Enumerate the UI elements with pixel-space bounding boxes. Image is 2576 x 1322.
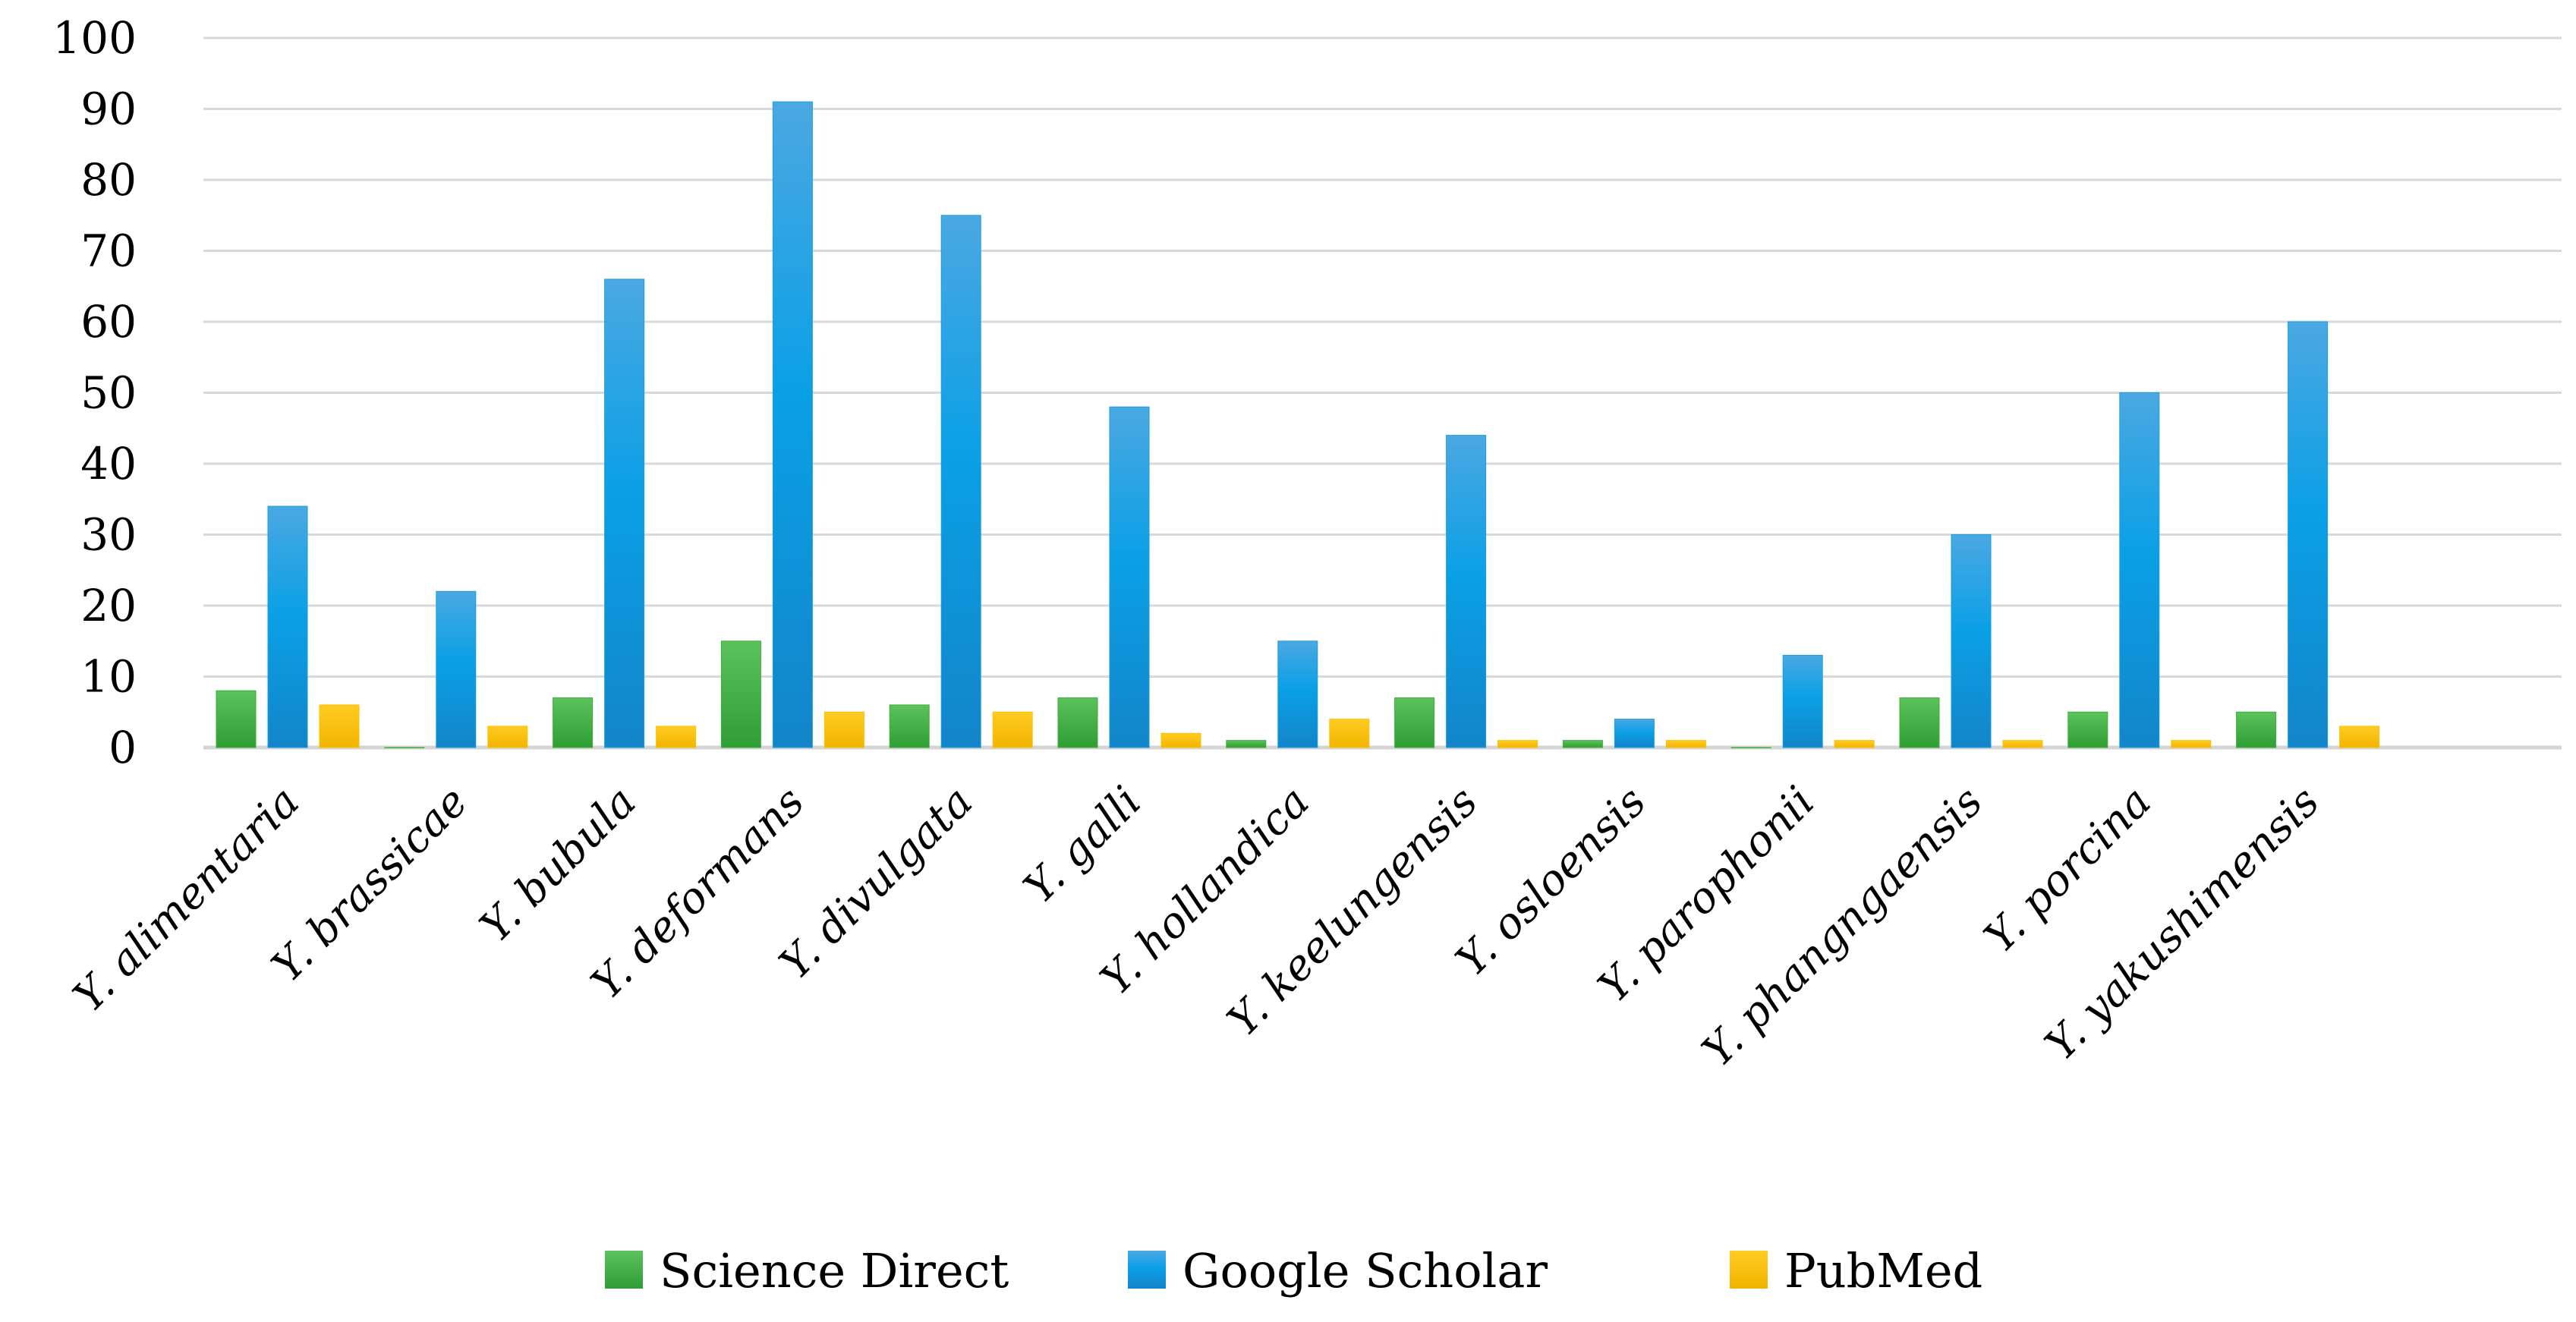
bar-google-scholar-y-bubula [604, 279, 645, 748]
y-tick-label: 40 [80, 438, 137, 489]
bar-science-direct-y-yakushimensis [2236, 711, 2277, 748]
y-tick-label: 30 [80, 509, 137, 561]
bar-pubmed-y-phangngaensis [2002, 740, 2043, 748]
bar-science-direct-y-bubula [553, 697, 594, 748]
bar-pubmed-y-osloensis [1665, 740, 1706, 748]
bar-google-scholar-y-hollandica [1277, 641, 1318, 748]
y-tick-label: 20 [80, 580, 137, 631]
x-tick-label: Y. bubula [471, 777, 645, 952]
y-tick-label: 50 [80, 367, 137, 419]
legend: Science Direct Google Scholar PubMed [605, 1243, 1982, 1298]
bar-pubmed-y-alimentaria [319, 704, 360, 748]
bar-science-direct-y-deformans [720, 641, 761, 748]
bar-google-scholar-y-deformans [772, 101, 813, 748]
gridlines [203, 36, 2562, 750]
bar-google-scholar-y-phangngaensis [1951, 534, 1992, 748]
bar-google-scholar-y-alimentaria [267, 505, 308, 748]
x-tick-label: Y. phangngaensis [1693, 777, 1992, 1076]
bar-science-direct-y-hollandica [1226, 740, 1267, 748]
bar-science-direct-y-divulgata [889, 704, 930, 748]
bar-google-scholar-y-parophonii [1782, 654, 1823, 748]
bar-google-scholar-y-yakushimensis [2288, 321, 2329, 748]
bar-google-scholar-y-osloensis [1614, 719, 1655, 748]
y-axis-ticks: 0 10 20 30 40 50 60 70 80 90 100 [52, 12, 137, 773]
y-tick-label: 90 [80, 83, 137, 135]
y-tick-label: 80 [80, 154, 137, 206]
y-tick-label: 70 [80, 225, 137, 277]
x-tick-label: Y. porcina [1975, 777, 2160, 962]
legend-label-pubmed: PubMed [1784, 1243, 1982, 1298]
x-tick-label: Y. yakushimensis [2036, 777, 2329, 1070]
bar-pubmed-y-deformans [824, 711, 864, 748]
bar-science-direct-y-phangngaensis [1899, 697, 1940, 748]
bar-pubmed-y-parophonii [1834, 740, 1875, 748]
bar-pubmed-y-galli [1160, 732, 1201, 748]
bar-pubmed-y-bubula [656, 726, 697, 748]
y-tick-label: 100 [52, 12, 137, 64]
bar-pubmed-y-hollandica [1329, 719, 1370, 748]
bar-pubmed-y-brassicae [487, 726, 528, 748]
bar-pubmed-y-yakushimensis [2339, 726, 2380, 748]
legend-label-google-scholar: Google Scholar [1183, 1243, 1548, 1298]
bar-google-scholar-y-divulgata [940, 215, 981, 748]
legend-label-science-direct: Science Direct [660, 1243, 1009, 1298]
bar-science-direct-y-porcina [2067, 711, 2108, 748]
bar-google-scholar-y-brassicae [436, 590, 477, 748]
x-tick-label: Y. alimentaria [65, 777, 309, 1021]
bar-pubmed-y-keelungensis [1497, 740, 1538, 748]
bar-google-scholar-y-keelungensis [1446, 435, 1487, 748]
bar-science-direct-y-keelungensis [1394, 697, 1435, 748]
bar-science-direct-y-osloensis [1562, 740, 1603, 748]
y-tick-label: 60 [80, 296, 137, 348]
bar-science-direct-y-alimentaria [216, 690, 257, 748]
y-tick-label: 0 [109, 722, 137, 773]
bar-pubmed-y-porcina [2171, 740, 2212, 748]
bars [216, 101, 2380, 748]
legend-swatch-google-scholar [1128, 1251, 1166, 1289]
bar-google-scholar-y-galli [1109, 406, 1150, 748]
legend-swatch-science-direct [605, 1251, 643, 1289]
bar-pubmed-y-divulgata [992, 711, 1033, 748]
legend-swatch-pubmed [1730, 1251, 1768, 1289]
y-tick-label: 10 [80, 651, 137, 703]
bar-science-direct-y-galli [1057, 697, 1098, 748]
bar-google-scholar-y-porcina [2119, 392, 2160, 748]
x-tick-label: Y. galli [1015, 777, 1151, 913]
